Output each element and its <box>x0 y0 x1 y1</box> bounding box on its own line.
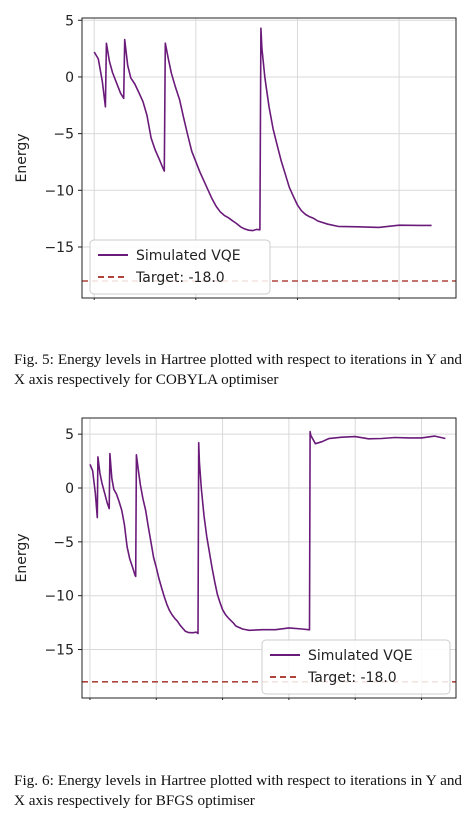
chart2-plot-frame <box>81 417 457 699</box>
chart2-legend-box <box>261 639 451 695</box>
chart1-legend-label-1: Target: -18.0 <box>135 270 225 286</box>
chart1-ytick-label-2: −5 <box>53 127 74 143</box>
chart-fig6: 0500100015002000250050−5−10−15Iterations… <box>14 417 457 738</box>
caption-figure-6: Fig. 6: Energy levels in Hartree plotted… <box>14 772 462 809</box>
chart2-ytick-label-1: 0 <box>65 481 74 497</box>
chart2-ytick-label-4: −15 <box>44 643 74 659</box>
chart1-legend-box <box>89 239 271 295</box>
chart1-ylabel: Energy <box>14 133 30 182</box>
chart2-ytick-label-3: −10 <box>44 589 74 605</box>
chart1-series-vqe-line <box>93 27 432 232</box>
chart1-legend-label-0: Simulated VQE <box>136 248 241 264</box>
chart-fig5: 05001000150050−5−10−15IterationsEnergySi… <box>14 13 457 338</box>
figure-6: 0500100015002000250050−5−10−15Iterations… <box>0 400 474 738</box>
chart1-ytick-label-4: −15 <box>44 240 74 256</box>
figure-5: 05001000150050−5−10−15IterationsEnergySi… <box>0 0 474 338</box>
chart1-ytick-label-0: 5 <box>65 13 74 29</box>
chart1-ytick-label-1: 0 <box>65 70 74 86</box>
chart2-ytick-label-2: −5 <box>53 535 74 551</box>
chart2-legend-label-1: Target: -18.0 <box>307 670 397 686</box>
chart2-ytick-label-0: 5 <box>65 427 74 443</box>
chart1-plot-frame <box>81 17 457 299</box>
chart2-series-vqe-line <box>89 430 446 635</box>
chart2-legend-label-0: Simulated VQE <box>308 648 413 664</box>
chart2-ylabel: Energy <box>14 533 30 582</box>
chart1-ytick-label-3: −10 <box>44 183 74 199</box>
caption-figure-5: Fig. 5: Energy levels in Hartree plotted… <box>14 351 462 388</box>
